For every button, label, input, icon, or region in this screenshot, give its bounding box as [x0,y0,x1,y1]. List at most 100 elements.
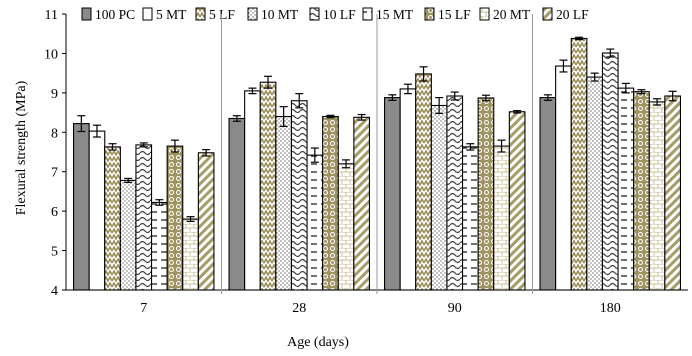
bar-15-mt-day-28 [306,154,324,291]
error-bar-5-lf-day-180 [575,36,584,41]
error-bar-5-mt-day-180 [559,59,568,73]
error-bar-15-lf-day-7 [170,139,179,153]
x-tick-label: 28 [292,301,306,316]
error-bar-100-pc-day-28 [232,115,241,122]
error-bar-10-mt-day-28 [279,106,288,127]
error-bar-20-lf-day-28 [357,113,366,121]
error-bar-20-mt-day-180 [653,98,662,106]
legend-item-10-lf: 10 LF [309,7,356,22]
bar-5-lf-day-180 [570,37,588,291]
x-tick-label: 180 [600,301,621,316]
bar-5-lf-day-90 [415,73,432,291]
bar-20-lf-day-180 [664,95,681,291]
legend-swatch [81,7,92,21]
legend-item-5-mt: 5 MT [142,7,187,22]
bar-5-mt-day-28 [244,90,261,291]
bar-100-pc-day-7 [73,123,90,291]
error-bar-100-pc-day-180 [543,94,552,101]
bar-15-lf-day-90 [477,97,495,291]
y-tick-label: 8 [51,126,58,141]
bar-10-mt-day-180 [586,76,603,291]
bar-100-pc-day-180 [539,97,557,291]
error-bar-10-mt-day-7 [124,177,133,183]
x-tick-label: 90 [448,301,462,316]
legend-item-5-lf: 5 LF [195,7,235,22]
bar-10-mt-day-28 [275,115,293,291]
legend-label: 5 LF [209,7,235,22]
legend-label: 15 LF [438,7,471,22]
bar-20-lf-day-90 [508,111,526,291]
legend-label: 5 MT [156,7,187,22]
legend-item-15-lf: 15 LF [424,7,471,22]
bar-20-mt-day-90 [493,145,510,291]
error-bar-20-lf-day-90 [513,109,522,114]
y-tick-label: 6 [51,205,58,220]
legend-swatch [309,7,320,21]
bar-10-mt-day-7 [119,179,137,291]
error-bar-15-mt-day-28 [310,147,319,163]
chart-legend: 100 PC 5 MT 5 LF 10 MT 10 LF 15 MT 15 LF 20 MT 2… [81,7,589,22]
bar-15-lf-day-28 [322,115,339,291]
legend-swatch [424,7,435,21]
bar-10-lf-day-180 [601,52,619,291]
y-tick-label: 5 [51,245,58,260]
bar-15-lf-day-7 [166,145,184,291]
legend-item-20-lf: 20 LF [542,7,589,22]
error-bar-20-mt-day-90 [497,139,506,153]
bar-20-mt-day-180 [648,101,666,291]
bar-20-mt-day-7 [182,218,199,291]
error-bar-20-lf-day-180 [668,90,677,102]
error-bar-10-lf-day-90 [450,91,459,101]
error-bar-10-mt-day-180 [590,72,599,82]
legend-item-100-pc: 100 PC [81,7,135,22]
error-bar-5-mt-day-28 [248,87,257,95]
error-bar-10-lf-day-28 [295,93,304,109]
error-bar-20-mt-day-28 [342,159,351,169]
legend-swatch [142,7,153,21]
legend-label: 20 LF [556,7,589,22]
error-bar-5-mt-day-7 [92,124,101,138]
y-axis-label: Flexural strength (MPa) [14,80,29,215]
legend-label: 15 MT [376,7,414,22]
error-bar-100-pc-day-7 [77,115,86,133]
error-bar-5-lf-day-28 [264,75,273,89]
legend-swatch [362,7,373,21]
y-tick-label: 10 [44,47,58,62]
bar-5-mt-day-90 [399,88,417,291]
chart-error-bars [77,36,677,222]
error-bar-15-mt-day-90 [466,143,475,151]
legend-swatch [195,7,206,21]
error-bar-5-lf-day-90 [419,66,428,82]
bar-15-mt-day-7 [151,201,168,291]
legend-item-15-mt: 15 MT [362,7,414,22]
error-bar-10-mt-day-90 [435,96,444,114]
legend-swatch [542,7,553,21]
bar-15-mt-day-180 [617,87,635,291]
legend-label: 100 PC [95,7,135,22]
legend-label: 10 MT [261,7,299,22]
y-tick-label: 11 [45,8,58,23]
bar-20-lf-day-7 [197,152,215,291]
legend-swatch [479,7,490,21]
bar-100-pc-day-28 [228,117,246,291]
error-bar-20-lf-day-7 [202,149,211,157]
error-bar-5-lf-day-7 [108,143,117,151]
legend-label: 20 MT [493,7,531,22]
error-bar-20-mt-day-7 [186,216,195,222]
y-tick-label: 9 [51,87,58,102]
bar-5-lf-day-28 [259,81,277,291]
x-axis-label: Age (days) [287,335,349,350]
bar-20-lf-day-28 [353,116,371,291]
y-tick-label: 7 [51,166,58,181]
error-bar-10-lf-day-180 [606,48,615,58]
x-tick-label: 7 [140,301,147,316]
legend-label: 10 LF [323,7,356,22]
error-bar-100-pc-day-90 [388,94,397,101]
error-bar-15-lf-day-28 [326,114,335,119]
error-bar-10-lf-day-7 [139,142,148,148]
bar-10-lf-day-28 [290,100,308,291]
bar-20-mt-day-28 [337,163,355,291]
bar-15-lf-day-180 [633,91,650,291]
legend-item-10-mt: 10 MT [247,7,299,22]
